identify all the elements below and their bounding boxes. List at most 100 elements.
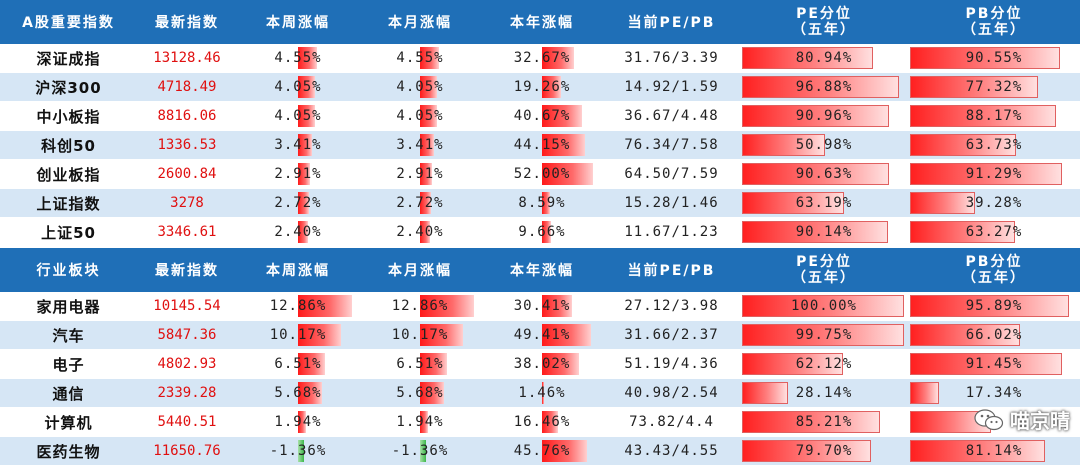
pb-percentile-cell: 81.14% — [908, 437, 1080, 465]
month-change-cell: 2.40% — [359, 218, 481, 246]
pb-percentile-value: 81.14% — [966, 443, 1023, 459]
pe-percentile-bar — [742, 382, 788, 404]
pe-pb-cell: 76.34/7.58 — [603, 131, 740, 159]
latest-index-value: 2339.28 — [157, 385, 216, 401]
year-change-cell: 8.59% — [481, 189, 603, 217]
pe-percentile-value: 99.75% — [796, 327, 853, 343]
latest-index-value: 13128.46 — [153, 50, 220, 66]
header-year-label: 本年涨幅 — [510, 12, 574, 32]
pe-pb-value: 11.67/1.23 — [624, 224, 718, 240]
week-change-value: 4.05% — [274, 79, 321, 95]
row-name-cell: 通信 — [0, 379, 137, 407]
month-change-value: 2.40% — [396, 224, 443, 240]
latest-index-cell: 13128.46 — [137, 44, 237, 72]
year-change-cell: 45.76% — [481, 437, 603, 465]
pe-pb-cell: 51.19/4.36 — [603, 350, 740, 378]
pb-percentile-cell: 63.73% — [908, 131, 1080, 159]
row-name: 上证50 — [41, 222, 96, 243]
latest-index-cell: 3278 — [137, 189, 237, 217]
pe-percentile-cell: 63.19% — [740, 189, 908, 217]
latest-index-cell: 3346.61 — [137, 218, 237, 246]
header-pb-line2: （五年） — [962, 270, 1026, 286]
year-change-value: 44.15% — [514, 137, 571, 153]
latest-index-cell: 4802.93 — [137, 350, 237, 378]
header-latest: 最新指数 — [137, 248, 237, 292]
year-change-value: 45.76% — [514, 443, 571, 459]
pb-percentile-value: 39.28% — [966, 195, 1023, 211]
pb-percentile-cell: 39.28% — [908, 189, 1080, 217]
header-pb-percentile: PB分位（五年） — [908, 0, 1080, 44]
row-name: 深证成指 — [36, 48, 100, 69]
latest-index-value: 3278 — [170, 195, 204, 211]
week-change-cell: 5.68% — [237, 379, 359, 407]
pe-pb-cell: 43.43/4.55 — [603, 437, 740, 465]
header-pe-line1: PE分位 — [792, 6, 856, 22]
pe-pb-cell: 64.50/7.59 — [603, 160, 740, 188]
week-change-cell: 12.86% — [237, 292, 359, 320]
row-name-cell: 电子 — [0, 350, 137, 378]
pe-pb-value: 31.76/3.39 — [624, 50, 718, 66]
header-name: A股重要指数 — [0, 0, 137, 44]
header-pepb-label: 当前PE/PB — [628, 12, 716, 32]
latest-index-cell: 5847.36 — [137, 321, 237, 349]
pe-pb-value: 27.12/3.98 — [624, 298, 718, 314]
year-change-cell: 40.67% — [481, 102, 603, 130]
row-name-cell: 汽车 — [0, 321, 137, 349]
pe-percentile-value: 28.14% — [796, 385, 853, 401]
month-change-cell: 2.91% — [359, 160, 481, 188]
pb-percentile-value: 91.45% — [966, 356, 1023, 372]
row-name: 上证指数 — [36, 193, 100, 214]
pb-percentile-cell: 88.17% — [908, 102, 1080, 130]
pe-percentile-cell: 100.00% — [740, 292, 908, 320]
pe-pb-cell: 73.82/4.4 — [603, 408, 740, 436]
pe-percentile-value: 90.63% — [796, 166, 853, 182]
header-week: 本周涨幅 — [237, 248, 359, 292]
week-change-cell: 3.41% — [237, 131, 359, 159]
pe-pb-cell: 36.67/4.48 — [603, 102, 740, 130]
row-name: 通信 — [52, 383, 84, 404]
row-name-cell: 计算机 — [0, 408, 137, 436]
month-change-cell: 2.72% — [359, 189, 481, 217]
latest-index-value: 3346.61 — [157, 224, 216, 240]
latest-index-value: 1336.53 — [157, 137, 216, 153]
week-change-value: 3.41% — [274, 137, 321, 153]
row-name: 家用电器 — [36, 296, 100, 317]
month-change-cell: 6.51% — [359, 350, 481, 378]
pe-percentile-cell: 50.98% — [740, 131, 908, 159]
header-name-label: 行业板块 — [37, 260, 101, 280]
year-change-cell: 30.41% — [481, 292, 603, 320]
header-latest-label: 最新指数 — [155, 260, 219, 280]
latest-index-cell: 2339.28 — [137, 379, 237, 407]
pe-pb-value: 64.50/7.59 — [624, 166, 718, 182]
latest-index-value: 2600.84 — [157, 166, 216, 182]
pe-pb-value: 73.82/4.4 — [629, 414, 714, 430]
pe-pb-value: 15.28/1.46 — [624, 195, 718, 211]
week-change-value: 2.72% — [274, 195, 321, 211]
month-change-value: 12.86% — [392, 298, 449, 314]
year-change-value: 19.26% — [514, 79, 571, 95]
row-name: 汽车 — [52, 325, 84, 346]
week-change-cell: 10.17% — [237, 321, 359, 349]
month-change-value: 5.68% — [396, 385, 443, 401]
pb-percentile-cell: 90.55% — [908, 44, 1080, 72]
pe-percentile-cell: 62.12% — [740, 350, 908, 378]
header-pepb: 当前PE/PB — [603, 248, 740, 292]
watermark-text: 喵京晴 — [1010, 405, 1070, 434]
pe-percentile-value: 90.96% — [796, 108, 853, 124]
year-change-cell: 49.41% — [481, 321, 603, 349]
month-change-cell: -1.36% — [359, 437, 481, 465]
year-change-value: 16.46% — [514, 414, 571, 430]
pe-pb-cell: 11.67/1.23 — [603, 218, 740, 246]
month-change-cell: 3.41% — [359, 131, 481, 159]
latest-index-cell: 11650.76 — [137, 437, 237, 465]
latest-index-cell: 4718.49 — [137, 73, 237, 101]
year-change-cell: 19.26% — [481, 73, 603, 101]
pe-percentile-cell: 79.70% — [740, 437, 908, 465]
pe-percentile-cell: 90.14% — [740, 218, 908, 246]
pe-percentile-value: 63.19% — [796, 195, 853, 211]
pb-percentile-value: 63.73% — [966, 137, 1023, 153]
